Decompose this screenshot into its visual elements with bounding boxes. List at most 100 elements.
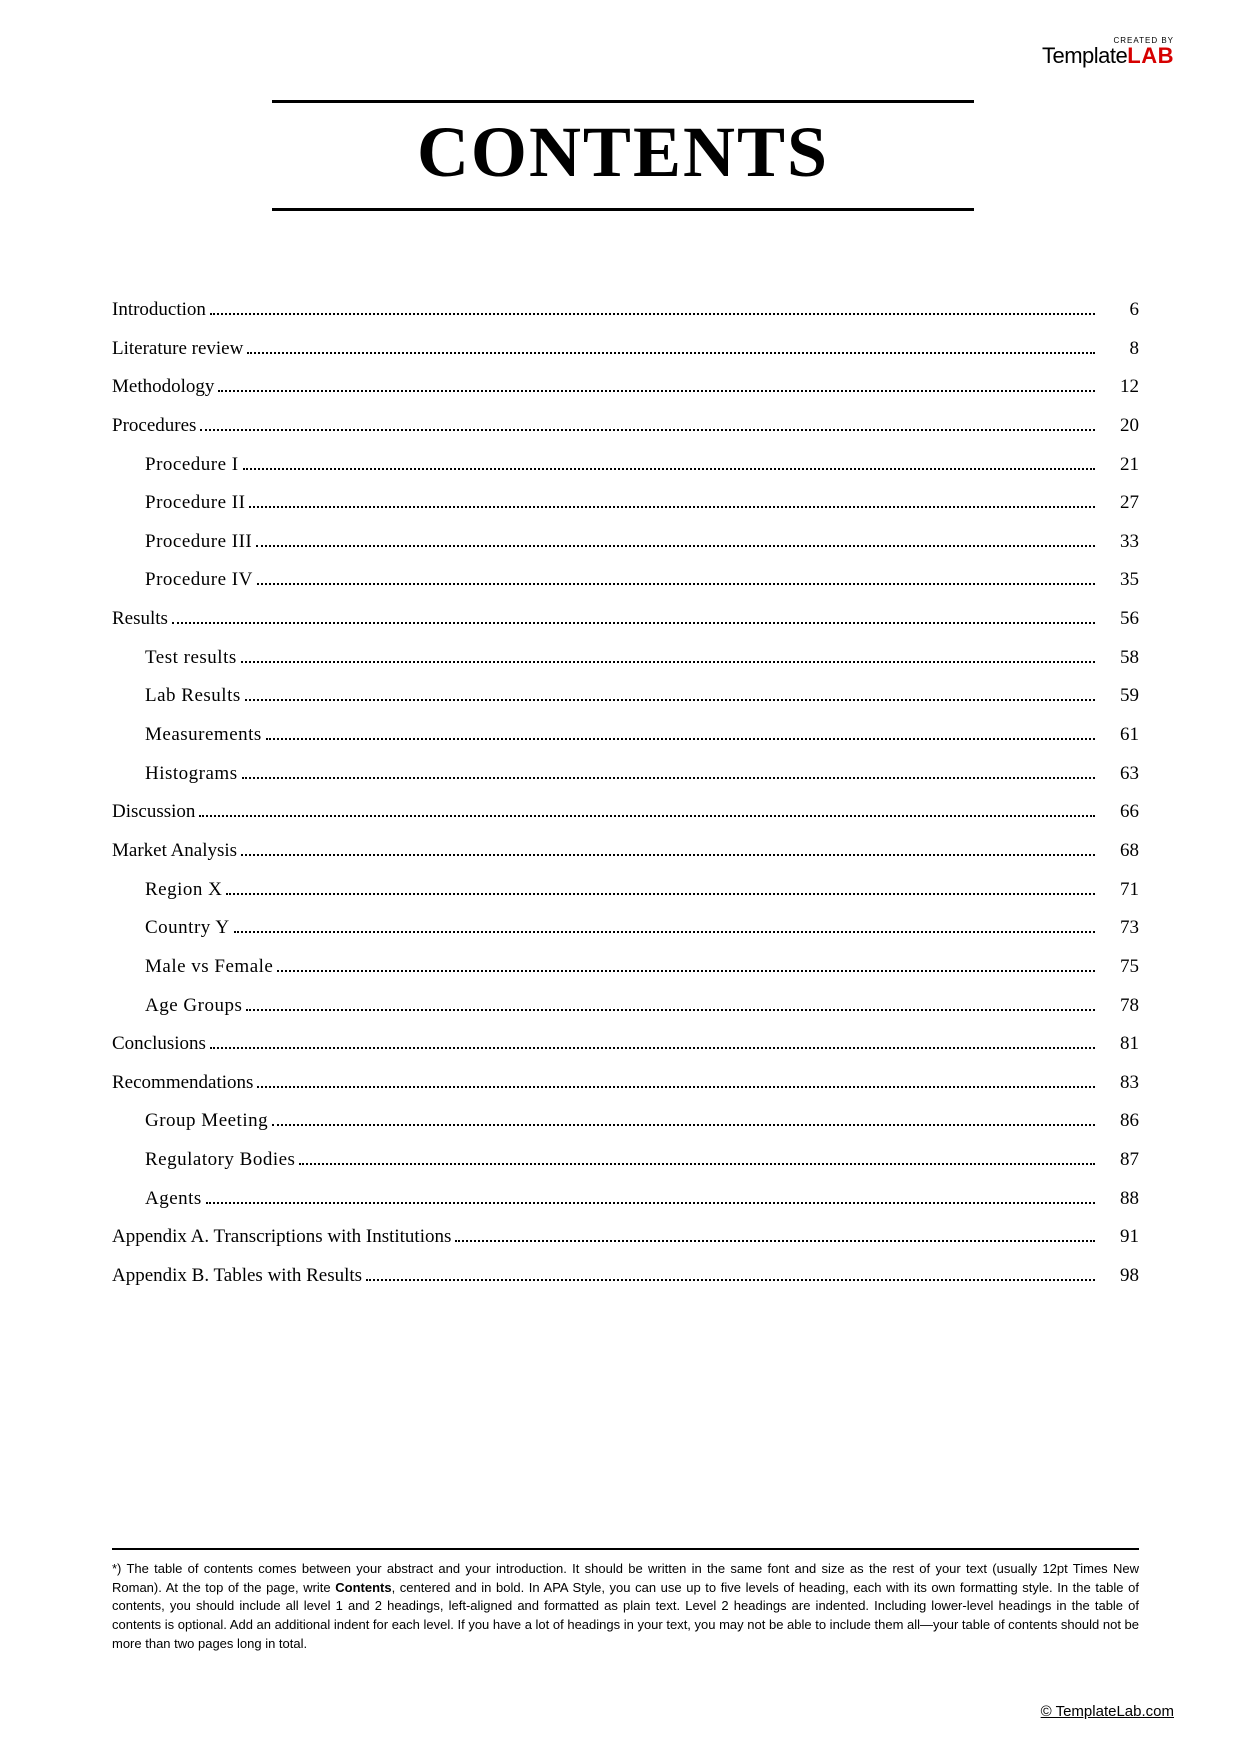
toc-entry-page: 6 xyxy=(1099,297,1139,323)
toc-leader xyxy=(455,1240,1095,1242)
toc-entry-page: 33 xyxy=(1099,529,1139,555)
toc-row: Procedure IV 35 xyxy=(112,567,1139,593)
toc-row: Male vs Female 75 xyxy=(112,954,1139,980)
toc-row: Literature review 8 xyxy=(112,336,1139,362)
toc-entry-page: 86 xyxy=(1099,1108,1139,1134)
toc-entry-label: Region X xyxy=(112,877,224,903)
toc-leader xyxy=(210,313,1095,315)
toc-entry-label: Measurements xyxy=(112,722,264,748)
toc-entry-page: 91 xyxy=(1099,1224,1139,1250)
toc-row: Test results 58 xyxy=(112,645,1139,671)
toc-entry-page: 63 xyxy=(1099,761,1139,787)
toc-leader xyxy=(245,699,1095,701)
toc-leader xyxy=(241,661,1095,663)
toc-entry-label: Agents xyxy=(112,1186,204,1212)
toc-entry-label: Test results xyxy=(112,645,239,671)
page-title: CONTENTS xyxy=(272,111,974,194)
toc-leader xyxy=(299,1163,1095,1165)
toc-entry-label: Methodology xyxy=(112,374,216,400)
toc-entry-label: Country Y xyxy=(112,915,232,941)
toc-entry-label: Regulatory Bodies xyxy=(112,1147,297,1173)
toc-entry-page: 20 xyxy=(1099,413,1139,439)
toc-entry-label: Conclusions xyxy=(112,1031,208,1057)
footnote-bold: Contents xyxy=(335,1580,391,1595)
toc-entry-label: Introduction xyxy=(112,297,208,323)
toc-entry-page: 66 xyxy=(1099,799,1139,825)
toc-row: Procedure III 33 xyxy=(112,529,1139,555)
toc-leader xyxy=(266,738,1095,740)
toc-row: Age Groups 78 xyxy=(112,993,1139,1019)
toc-entry-page: 56 xyxy=(1099,606,1139,632)
toc-leader xyxy=(246,1009,1095,1011)
toc-leader xyxy=(257,1086,1095,1088)
toc-entry-page: 58 xyxy=(1099,645,1139,671)
toc-row: Market Analysis 68 xyxy=(112,838,1139,864)
toc-entry-label: Recommendations xyxy=(112,1070,255,1096)
toc-entry-page: 87 xyxy=(1099,1147,1139,1173)
toc-entry-page: 35 xyxy=(1099,567,1139,593)
toc-leader xyxy=(210,1047,1095,1049)
toc-entry-page: 68 xyxy=(1099,838,1139,864)
toc-leader xyxy=(243,468,1095,470)
toc-entry-label: Procedure I xyxy=(112,452,241,478)
toc-entry-label: Histograms xyxy=(112,761,240,787)
toc-row: Agents 88 xyxy=(112,1186,1139,1212)
toc-entry-page: 59 xyxy=(1099,683,1139,709)
toc-leader xyxy=(247,352,1095,354)
toc-row: Regulatory Bodies 87 xyxy=(112,1147,1139,1173)
logo-brand: TemplateLAB xyxy=(1042,43,1174,68)
toc-entry-label: Literature review xyxy=(112,336,245,362)
toc-entry-page: 81 xyxy=(1099,1031,1139,1057)
brand-logo: CREATED BY TemplateLAB xyxy=(1042,36,1174,69)
toc-row: Lab Results 59 xyxy=(112,683,1139,709)
toc-entry-label: Procedures xyxy=(112,413,198,439)
toc-entry-label: Procedure IV xyxy=(112,567,255,593)
toc-leader xyxy=(277,970,1095,972)
toc-entry-label: Age Groups xyxy=(112,993,244,1019)
footnote: *) The table of contents comes between y… xyxy=(112,1548,1139,1654)
toc-entry-page: 83 xyxy=(1099,1070,1139,1096)
toc-entry-page: 98 xyxy=(1099,1263,1139,1289)
toc-leader xyxy=(206,1202,1095,1204)
toc-entry-label: Appendix A. Transcriptions with Institut… xyxy=(112,1224,453,1250)
toc-leader xyxy=(272,1124,1095,1126)
toc-entry-label: Lab Results xyxy=(112,683,243,709)
toc-entry-page: 78 xyxy=(1099,993,1139,1019)
toc-entry-page: 73 xyxy=(1099,915,1139,941)
toc-entry-page: 27 xyxy=(1099,490,1139,516)
document-page: CREATED BY TemplateLAB CONTENTS Introduc… xyxy=(0,0,1246,1760)
toc-row: Discussion 66 xyxy=(112,799,1139,825)
toc-leader xyxy=(172,622,1095,624)
logo-brand-part1: Template xyxy=(1042,43,1127,68)
toc-row: Group Meeting 86 xyxy=(112,1108,1139,1134)
toc-leader xyxy=(257,583,1095,585)
title-block: CONTENTS xyxy=(272,100,974,211)
toc-leader xyxy=(218,390,1095,392)
toc-entry-label: Results xyxy=(112,606,170,632)
toc-leader xyxy=(226,893,1095,895)
toc-entry-label: Male vs Female xyxy=(112,954,275,980)
toc-entry-page: 71 xyxy=(1099,877,1139,903)
toc-row: Procedure II 27 xyxy=(112,490,1139,516)
toc-entry-page: 12 xyxy=(1099,374,1139,400)
toc-row: Measurements 61 xyxy=(112,722,1139,748)
toc-entry-label: Discussion xyxy=(112,799,197,825)
toc-entry-label: Procedure II xyxy=(112,490,247,516)
toc-leader xyxy=(234,931,1095,933)
toc-row: Recommendations 83 xyxy=(112,1070,1139,1096)
toc-leader xyxy=(200,429,1095,431)
toc-row: Country Y 73 xyxy=(112,915,1139,941)
footer-link[interactable]: © TemplateLab.com xyxy=(1041,1703,1174,1720)
logo-brand-part2: LAB xyxy=(1127,43,1174,68)
toc-entry-page: 8 xyxy=(1099,336,1139,362)
toc-entry-page: 21 xyxy=(1099,452,1139,478)
toc-row: Region X 71 xyxy=(112,877,1139,903)
toc-leader xyxy=(242,777,1095,779)
toc-entry-label: Group Meeting xyxy=(112,1108,270,1134)
toc-entry-label: Market Analysis xyxy=(112,838,239,864)
toc-entry-page: 75 xyxy=(1099,954,1139,980)
toc-entry-page: 61 xyxy=(1099,722,1139,748)
toc-leader xyxy=(241,854,1095,856)
toc-leader xyxy=(199,815,1095,817)
toc-entry-label: Appendix B. Tables with Results xyxy=(112,1263,364,1289)
